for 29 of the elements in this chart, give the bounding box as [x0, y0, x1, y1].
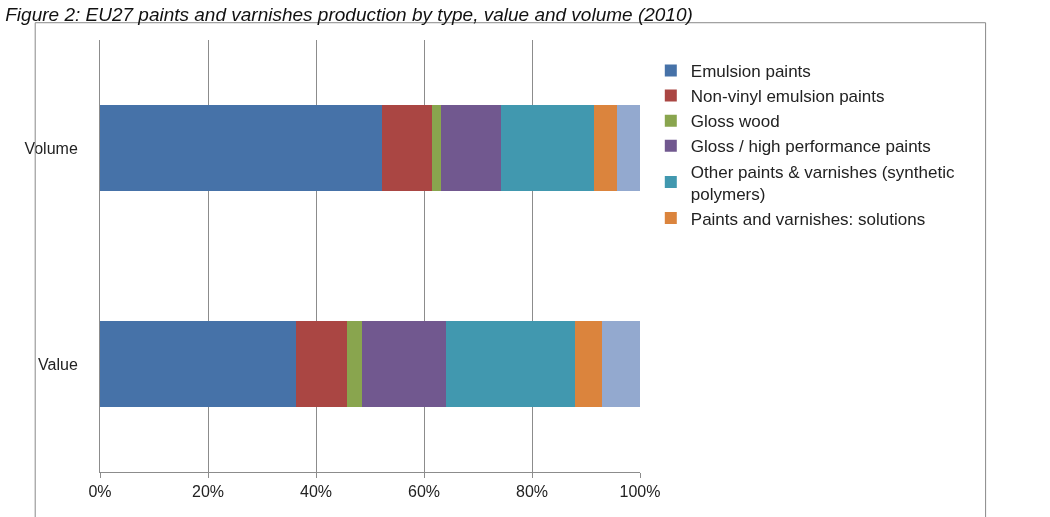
- legend-label: Emulsion paints: [690, 62, 811, 82]
- legend-label: Gloss / high performance paints: [690, 137, 931, 157]
- bar: [296, 320, 347, 408]
- legend-label: Non-vinyl emulsion paints: [690, 87, 885, 107]
- bar: [100, 104, 383, 192]
- bar: [445, 320, 575, 408]
- legend-label: Other paints & varnishes (synthetic polymers): [690, 162, 955, 204]
- legend-label: Gloss wood: [690, 112, 780, 132]
- x-tick-label: 40%: [299, 483, 333, 501]
- x-tick-label: 20%: [191, 483, 225, 501]
- bar: [617, 104, 640, 192]
- y-tick-label: Value: [38, 355, 78, 373]
- bar: [346, 320, 362, 408]
- bar: [100, 320, 297, 408]
- bar: [441, 104, 501, 192]
- y-tick-label: Volume: [24, 139, 78, 157]
- legend-label: Paints and varnishes: solutions: [690, 209, 926, 229]
- chart-title: Figure 2: EU27 paints and varnishes production by type, value and volume (2010): [5, 4, 693, 26]
- bar: [601, 320, 640, 408]
- x-tick-label: 80%: [515, 483, 549, 501]
- bar: [594, 104, 618, 192]
- x-tick-label: 0%: [88, 483, 112, 501]
- x-tick-label: 100%: [619, 483, 661, 501]
- bar: [574, 320, 602, 408]
- bar: [432, 104, 442, 192]
- x-tick-label: 60%: [407, 483, 441, 501]
- bar: [361, 320, 446, 408]
- bar: [500, 104, 595, 192]
- bar: [382, 104, 433, 192]
